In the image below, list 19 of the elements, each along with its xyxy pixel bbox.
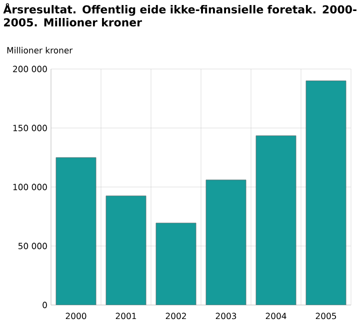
chart-title: Årsresultat. Offentlig eide ikke-finansielle foretak. 2000-2005. Millioner kroner [3, 3, 356, 26]
bar [56, 157, 96, 305]
y-tick-label: 50 000 [18, 242, 47, 250]
bar [306, 80, 346, 305]
y-tick-label: 0 [42, 302, 47, 308]
y-axis-title: Millioner kroner [7, 46, 73, 54]
x-tick-label: 2002 [166, 312, 186, 320]
y-tick-label: 150 000 [13, 124, 47, 132]
bar [206, 180, 246, 305]
y-tick-label: 100 000 [13, 184, 47, 190]
bar [256, 135, 296, 305]
bar [156, 222, 196, 305]
x-tick-label: 2000 [66, 312, 86, 320]
x-tick-label: 2001 [116, 312, 136, 320]
x-tick-label: 2003 [216, 312, 236, 320]
y-tick-label: 200 000 [13, 66, 47, 72]
bar [106, 196, 146, 305]
x-tick-label: 2005 [316, 312, 336, 320]
x-tick-label: 2004 [266, 312, 286, 320]
